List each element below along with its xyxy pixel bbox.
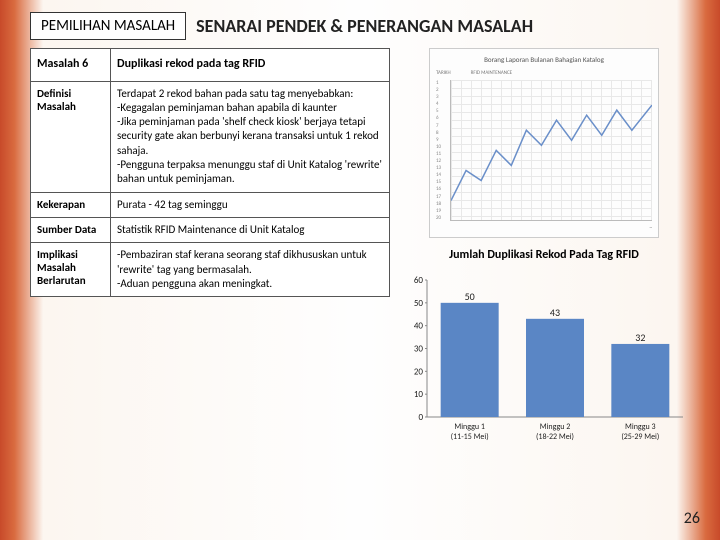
svg-text:30: 30 xyxy=(414,344,424,355)
form-y-axis: 1234567891011121314151617181920 xyxy=(436,80,450,221)
svg-text:40: 40 xyxy=(414,321,424,332)
svg-text:50: 50 xyxy=(465,290,475,303)
table-row-value: -Pembaziran staf kerana seorang staf dik… xyxy=(111,243,390,297)
table-row-label: Masalah 6 xyxy=(31,49,111,82)
form-title: Borang Laporan Bulanan Bahagian Katalog xyxy=(436,55,652,64)
table-row-label: Kekerapan xyxy=(31,192,111,217)
table-row-label: Implikasi Masalah Berlarutan xyxy=(31,243,111,297)
table-row-label: Sumber Data xyxy=(31,217,111,242)
table-row-value: Terdapat 2 rekod bahan pada satu tag men… xyxy=(111,81,390,192)
table-row-value: Purata - 42 tag seminggu xyxy=(111,192,390,217)
chart-area: Jumlah Duplikasi Rekod Pada Tag RFID 0 10… xyxy=(398,248,690,451)
table-row-value: Duplikasi rekod pada tag RFID xyxy=(111,49,390,82)
svg-text:43: 43 xyxy=(550,306,560,319)
header-bar: PEMILIHAN MASALAH SENARAI PENDEK & PENER… xyxy=(30,12,690,40)
info-table-wrap: Masalah 6Duplikasi rekod pada tag RFIDDe… xyxy=(30,48,390,451)
form-meta-1: TARIKH xyxy=(436,70,451,76)
svg-text:Minggu 1: Minggu 1 xyxy=(454,422,485,432)
svg-text:32: 32 xyxy=(635,331,645,344)
svg-text:50: 50 xyxy=(414,298,424,309)
svg-text:Minggu 2: Minggu 2 xyxy=(540,422,571,432)
chart-title: Jumlah Duplikasi Rekod Pada Tag RFID xyxy=(398,248,690,262)
form-plot xyxy=(450,80,652,221)
page-number: 26 xyxy=(684,509,700,528)
form-signature: ~ xyxy=(436,225,652,231)
bar-chart: 0 10 20 30 40 50 60 50 Minggu 1(11-15 Mei) 43 Ming… xyxy=(399,266,689,451)
svg-text:(18-22 Mei): (18-22 Mei) xyxy=(536,432,574,442)
form-meta-2: RFID MAINTENANCE xyxy=(471,70,512,76)
section-title: SENARAI PENDEK & PENERANGAN MASALAH xyxy=(196,15,533,37)
svg-text:20: 20 xyxy=(414,366,424,377)
svg-text:0: 0 xyxy=(418,412,423,423)
svg-text:Minggu 3: Minggu 3 xyxy=(625,422,656,432)
svg-text:10: 10 xyxy=(414,389,424,400)
table-row-value: Statistik RFID Maintenance di Unit Katal… xyxy=(111,217,390,242)
table-row-label: Definisi Masalah xyxy=(31,81,111,192)
svg-text:(11-15 Mei): (11-15 Mei) xyxy=(451,432,489,442)
info-table: Masalah 6Duplikasi rekod pada tag RFIDDe… xyxy=(30,48,390,297)
form-thumbnail: Borang Laporan Bulanan Bahagian Katalog … xyxy=(429,48,659,238)
svg-text:60: 60 xyxy=(414,275,424,286)
section-tag: PEMILIHAN MASALAH xyxy=(30,12,186,40)
svg-text:(25-29 Mei): (25-29 Mei) xyxy=(621,432,659,442)
